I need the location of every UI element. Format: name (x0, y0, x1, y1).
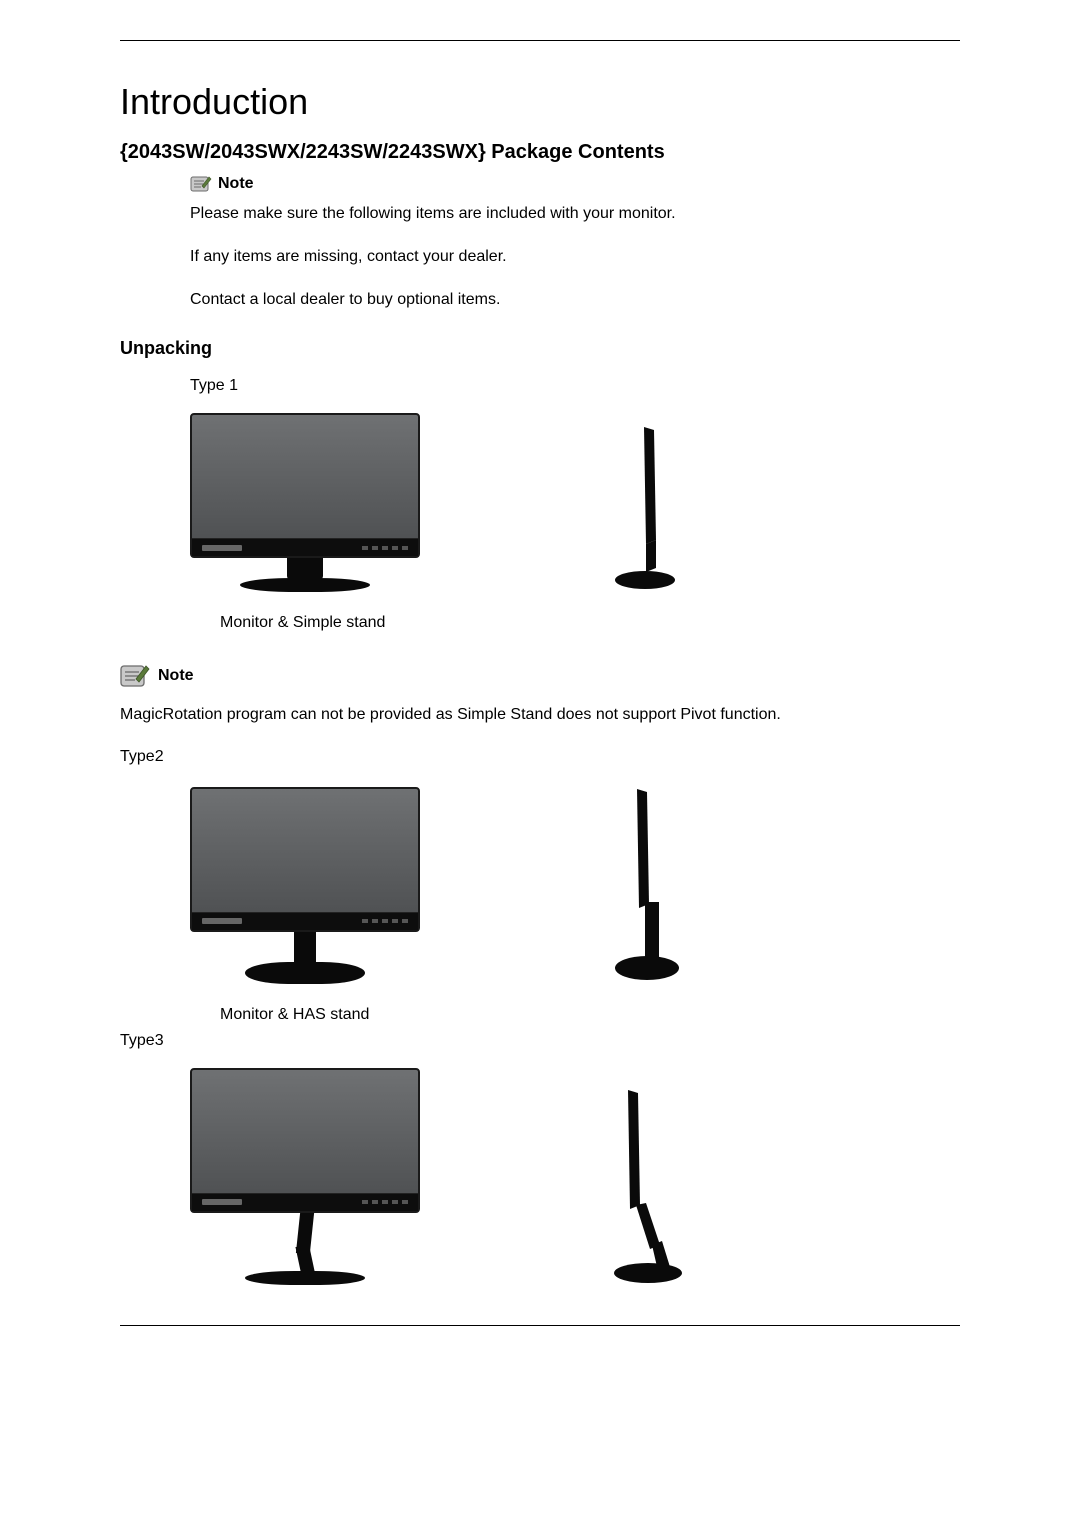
monitor-bezel-bottom (192, 912, 418, 930)
type3-monitor-side (600, 1085, 690, 1285)
monitor-logo-mark (202, 545, 242, 551)
monitor-logo-mark (202, 918, 242, 924)
note2-text: MagicRotation program can not be provide… (120, 704, 960, 726)
simple-stand (190, 558, 420, 592)
type1-monitor-side (600, 422, 690, 592)
type3-figure-row (190, 1068, 960, 1285)
type2-figure-row (190, 784, 960, 984)
note-label: Note (218, 175, 254, 193)
bottom-horizontal-rule (120, 1325, 960, 1326)
note-row-2: Note (120, 662, 960, 690)
monitor-button-strip (362, 1200, 408, 1204)
top-horizontal-rule (120, 40, 960, 41)
note-line-1: Please make sure the following items are… (190, 204, 960, 225)
type1-caption: Monitor & Simple stand (220, 614, 960, 632)
monitor-bezel-bottom (192, 538, 418, 556)
unpacking-heading: Unpacking (120, 338, 960, 359)
monitor-screen (190, 413, 420, 558)
type1-monitor-front (190, 413, 420, 592)
pencil-note-icon (120, 662, 150, 690)
page-title: Introduction (120, 81, 960, 123)
type2-caption: Monitor & HAS stand (220, 1006, 960, 1024)
monitor-screen (190, 787, 420, 932)
hinge-stand (190, 1213, 420, 1285)
monitor-bezel-bottom (192, 1193, 418, 1211)
document-page: Introduction {2043SW/2043SWX/2243SW/2243… (0, 0, 1080, 1356)
package-contents-heading: {2043SW/2043SWX/2243SW/2243SWX} Package … (120, 141, 960, 164)
monitor-button-strip (362, 919, 408, 923)
note-label-2: Note (158, 667, 194, 685)
monitor-button-strip (362, 546, 408, 550)
monitor-screen (190, 1068, 420, 1213)
type2-monitor-side (600, 784, 690, 984)
note-line-3: Contact a local dealer to buy optional i… (190, 290, 960, 311)
type3-monitor-front (190, 1068, 420, 1285)
note-row: Note (190, 174, 960, 194)
type2-label: Type2 (120, 748, 960, 766)
monitor-logo-mark (202, 1199, 242, 1205)
pencil-note-icon (190, 174, 212, 194)
type3-label: Type3 (120, 1032, 960, 1050)
type1-figure-row (190, 413, 960, 592)
note-line-2: If any items are missing, contact your d… (190, 247, 960, 268)
type1-label: Type 1 (190, 377, 960, 395)
has-stand (190, 932, 420, 984)
type2-monitor-front (190, 787, 420, 984)
